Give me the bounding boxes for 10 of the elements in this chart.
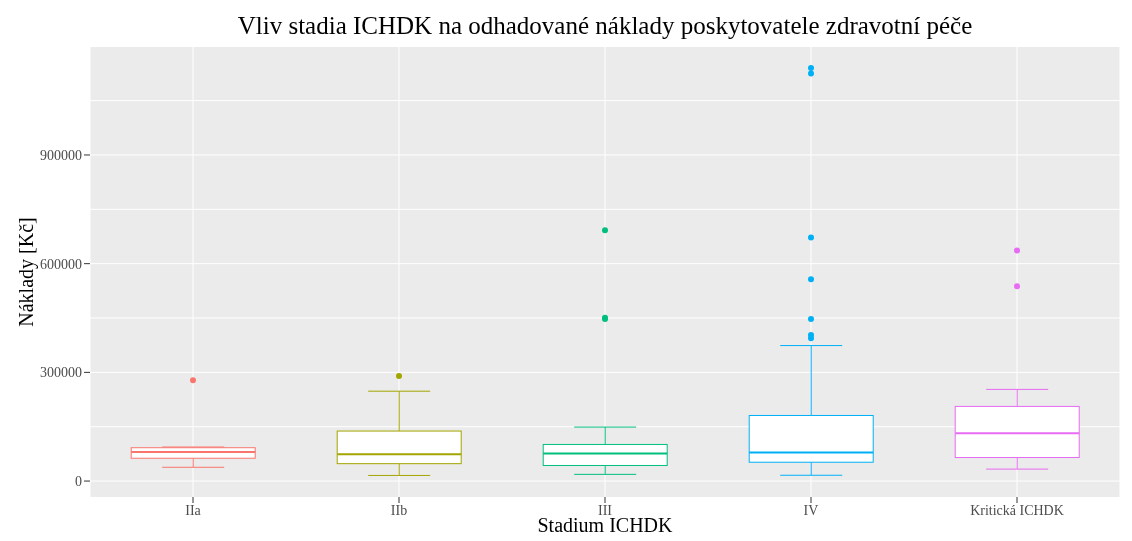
x-tick-label: IV [803,502,819,518]
y-tick-label: 300000 [40,365,82,381]
y-axis-title: Náklady [Kč] [14,217,38,327]
x-tick-label: IIb [390,502,408,518]
y-tick-label: 600000 [40,256,82,272]
x-tick-label: Kritická ICHDK [970,502,1064,518]
y-tick-label: 900000 [40,147,82,163]
y-tick-label: 0 [75,474,82,490]
chart-title: Vliv stadia ICHDK na odhadované náklady poskytovatele zdravotní péče [236,12,974,40]
x-tick-label: IIa [185,502,202,518]
